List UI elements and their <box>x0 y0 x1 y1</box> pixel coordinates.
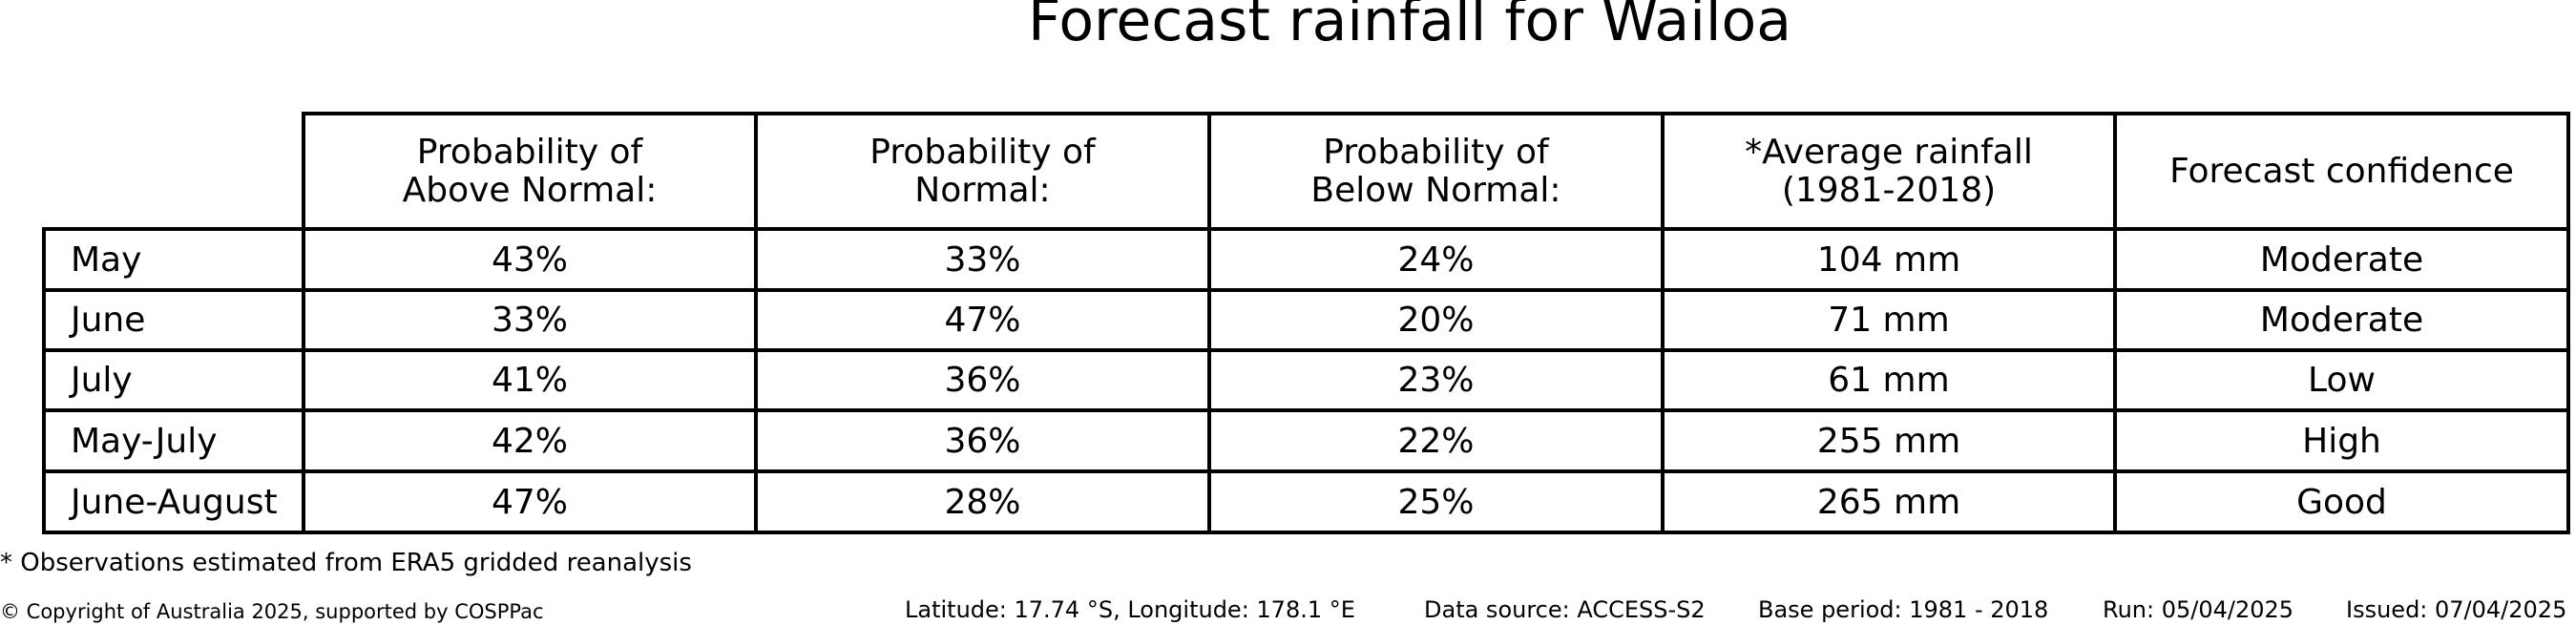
row-label-may-july: May-July <box>71 421 218 461</box>
cell-may-normal: 33% <box>944 240 1021 280</box>
table-border-top <box>302 112 2570 115</box>
row-label-june-august: June-August <box>71 482 278 522</box>
cell-may-july-average: 255 mm <box>1816 421 1961 461</box>
table-row-divider <box>42 408 2570 412</box>
header-above-normal-line1: Probability of <box>416 132 643 172</box>
cell-may-july-below: 22% <box>1397 421 1475 461</box>
cell-may-july-confidence: High <box>2302 421 2381 461</box>
table-column-divider <box>2113 112 2117 534</box>
data-source-text: Data source: ACCESS-S2 <box>1424 596 1706 623</box>
cell-may-confidence: Moderate <box>2259 240 2424 280</box>
table-column-divider <box>1661 112 1665 534</box>
base-period-text: Base period: 1981 - 2018 <box>1758 596 2049 623</box>
cell-june-august-above: 47% <box>491 482 568 522</box>
row-label-july: July <box>71 361 133 400</box>
table-row-divider <box>42 288 2570 292</box>
cell-june-august-average: 265 mm <box>1816 482 1961 522</box>
cell-may-average: 104 mm <box>1816 240 1961 280</box>
page-title: Forecast rainfall for Wailoa <box>1027 0 1792 54</box>
header-average-rainfall-line1: *Average rainfall <box>1745 132 2033 172</box>
cell-may-july-above: 42% <box>491 421 568 461</box>
header-normal-line1: Probability of <box>869 132 1096 172</box>
cell-july-below: 23% <box>1397 361 1475 400</box>
row-label-june: June <box>71 301 146 340</box>
header-forecast-confidence-line1: Forecast confidence <box>2169 151 2514 191</box>
table-row-divider <box>42 348 2570 352</box>
table-border-bottom <box>42 531 2570 534</box>
table-border-left <box>42 227 46 534</box>
run-date-text: Run: 05/04/2025 <box>2103 596 2294 623</box>
header-normal-line2: Normal: <box>914 170 1051 210</box>
header-normal: Probability of Normal: <box>758 115 1207 227</box>
copyright-text: © Copyright of Australia 2025, supported… <box>0 600 544 623</box>
issued-date-text: Issued: 07/04/2025 <box>2346 596 2567 623</box>
row-label-may: May <box>71 240 142 280</box>
table-border-right <box>2566 112 2570 534</box>
header-forecast-confidence: Forecast confidence <box>2117 115 2566 227</box>
table-column-divider <box>754 112 758 534</box>
location-text: Latitude: 17.74 °S, Longitude: 178.1 °E <box>905 596 1355 623</box>
cell-july-above: 41% <box>491 361 568 400</box>
header-above-normal: Probability of Above Normal: <box>305 115 754 227</box>
cell-july-average: 61 mm <box>1828 361 1950 400</box>
cell-june-august-normal: 28% <box>944 482 1021 522</box>
cell-may-below: 24% <box>1397 240 1475 280</box>
table-column-divider <box>1207 112 1211 534</box>
table-row-divider <box>42 469 2570 473</box>
cell-may-above: 43% <box>491 240 568 280</box>
header-above-normal-line2: Above Normal: <box>402 170 658 210</box>
cell-july-normal: 36% <box>944 361 1021 400</box>
footnote: * Observations estimated from ERA5 gridd… <box>0 549 692 577</box>
cell-june-normal: 47% <box>944 301 1021 340</box>
header-average-rainfall: *Average rainfall (1981-2018) <box>1665 115 2113 227</box>
cell-june-below: 20% <box>1397 301 1475 340</box>
cell-july-confidence: Low <box>2308 361 2376 400</box>
cell-june-average: 71 mm <box>1828 301 1950 340</box>
cell-june-august-below: 25% <box>1397 482 1475 522</box>
header-below-normal: Probability of Below Normal: <box>1211 115 1661 227</box>
table-column-divider <box>302 112 305 534</box>
header-below-normal-line1: Probability of <box>1323 132 1549 172</box>
table-row-divider <box>42 227 2570 231</box>
header-average-rainfall-line2: (1981-2018) <box>1781 170 1997 210</box>
header-below-normal-line2: Below Normal: <box>1310 170 1561 210</box>
cell-june-august-confidence: Good <box>2296 482 2387 522</box>
cell-june-above: 33% <box>491 301 568 340</box>
cell-june-confidence: Moderate <box>2259 301 2424 340</box>
cell-may-july-normal: 36% <box>944 421 1021 461</box>
